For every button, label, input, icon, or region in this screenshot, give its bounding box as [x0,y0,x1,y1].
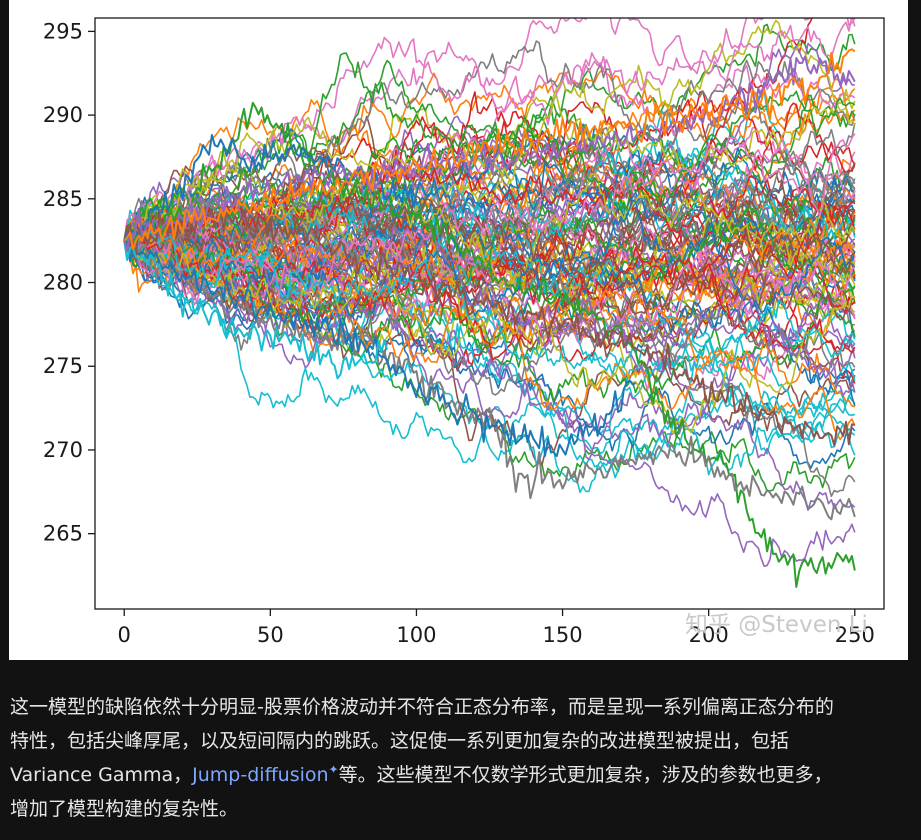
caption-line-1: 这一模型的缺陷依然十分明显-股票价格波动并不符合正态分布率，而是呈现一系列偏离正… [10,696,834,718]
plot-frame [94,17,885,610]
series-line [123,95,856,256]
series-line [124,236,856,469]
highlighted-series-line [123,206,855,447]
y-tick-label: 275 [43,354,83,378]
series-line [123,171,856,244]
x-tick-label: 50 [257,623,284,647]
y-tick-label: 295 [43,19,83,43]
series-line [123,200,856,336]
highlighted-series-line [123,55,856,252]
x-tick-label: 150 [543,623,583,647]
link-sparkle-icon: ✦ [328,762,339,777]
jump-diffusion-link-text[interactable]: Jump-diffusion [192,764,329,786]
line-chart: 0 50 100 150 200 250 265 270 275 280 285 290 295 知乎 … [43,17,885,647]
chart-figure: 0 50 100 150 200 250 265 270 275 280 285 290 295 知乎 … [9,0,908,660]
caption-line-4: 增加了模型构建的复杂性。 [10,798,239,820]
series-line [123,52,856,241]
series-line [123,18,856,242]
article-paragraph: 这一模型的缺陷依然十分明显-股票价格波动并不符合正态分布率，而是呈现一系列偏离正… [10,690,910,826]
y-tick-label: 265 [43,522,83,546]
x-tick-label: 100 [396,623,436,647]
series-line [123,240,856,568]
series-line [124,163,856,316]
series-line [123,180,856,291]
x-tick-label: 200 [689,623,729,647]
y-tick-label: 285 [43,187,83,211]
y-tick-label: 270 [43,438,83,462]
axis-layer: 0 50 100 150 200 250 265 270 275 280 285 290 295 [43,19,875,647]
series-line [123,198,856,396]
y-tick-label: 280 [43,271,83,295]
x-tick-label: 250 [835,623,875,647]
x-tick-label: 0 [118,623,131,647]
series-line [123,133,856,302]
caption-line-3-prefix: Variance Gamma， [10,764,193,786]
highlighted-series-line [123,239,637,458]
highlighted-series-line [124,237,856,521]
series-line [123,230,856,361]
series-line [123,18,856,241]
series-line [123,212,856,340]
jump-diffusion-link[interactable]: Jump-diffusion✦ [192,764,338,786]
series-line [123,240,856,494]
series-layer [123,18,856,588]
series-line [123,224,856,498]
highlighted-series-line [123,240,389,380]
series-line [123,230,856,375]
caption-line-3-suffix: 等。这些模型不仅数学形式更加复杂，涉及的参数也更多， [338,764,833,786]
caption-line-2: 特性，包括尖峰厚尾，以及短间隔内的跳跃。这促使一系列更加复杂的改进模型被提出，包… [10,730,790,752]
caption-line-3: Variance Gamma，Jump-diffusion✦等。这些模型不仅数学… [10,758,910,792]
y-tick-label: 290 [43,103,83,127]
watermark-text: 知乎 @Steven Li [685,612,868,638]
highlighted-series-line [123,48,856,251]
